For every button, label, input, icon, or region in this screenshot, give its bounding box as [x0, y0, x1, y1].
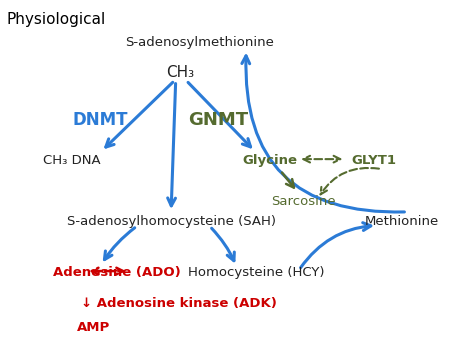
Text: AMP: AMP	[77, 320, 110, 333]
Text: CH₃ DNA: CH₃ DNA	[43, 154, 101, 167]
Text: Methionine: Methionine	[365, 215, 439, 228]
Text: GLYT1: GLYT1	[351, 154, 396, 167]
Text: GNMT: GNMT	[188, 111, 248, 129]
Text: S-adenosylhomocysteine (SAH): S-adenosylhomocysteine (SAH)	[66, 215, 275, 228]
Text: S-adenosylmethionine: S-adenosylmethionine	[125, 36, 274, 49]
Text: CH₃: CH₃	[166, 65, 194, 80]
Text: Homocysteine (HCY): Homocysteine (HCY)	[188, 266, 324, 279]
Text: Glycine: Glycine	[243, 154, 298, 167]
Text: DNMT: DNMT	[73, 111, 128, 129]
Text: ↓ Adenosine kinase (ADK): ↓ Adenosine kinase (ADK)	[82, 297, 277, 310]
Text: Adenosine (ADO): Adenosine (ADO)	[53, 266, 181, 279]
Text: Physiological: Physiological	[6, 12, 105, 27]
Text: Sarcosine: Sarcosine	[271, 195, 335, 208]
